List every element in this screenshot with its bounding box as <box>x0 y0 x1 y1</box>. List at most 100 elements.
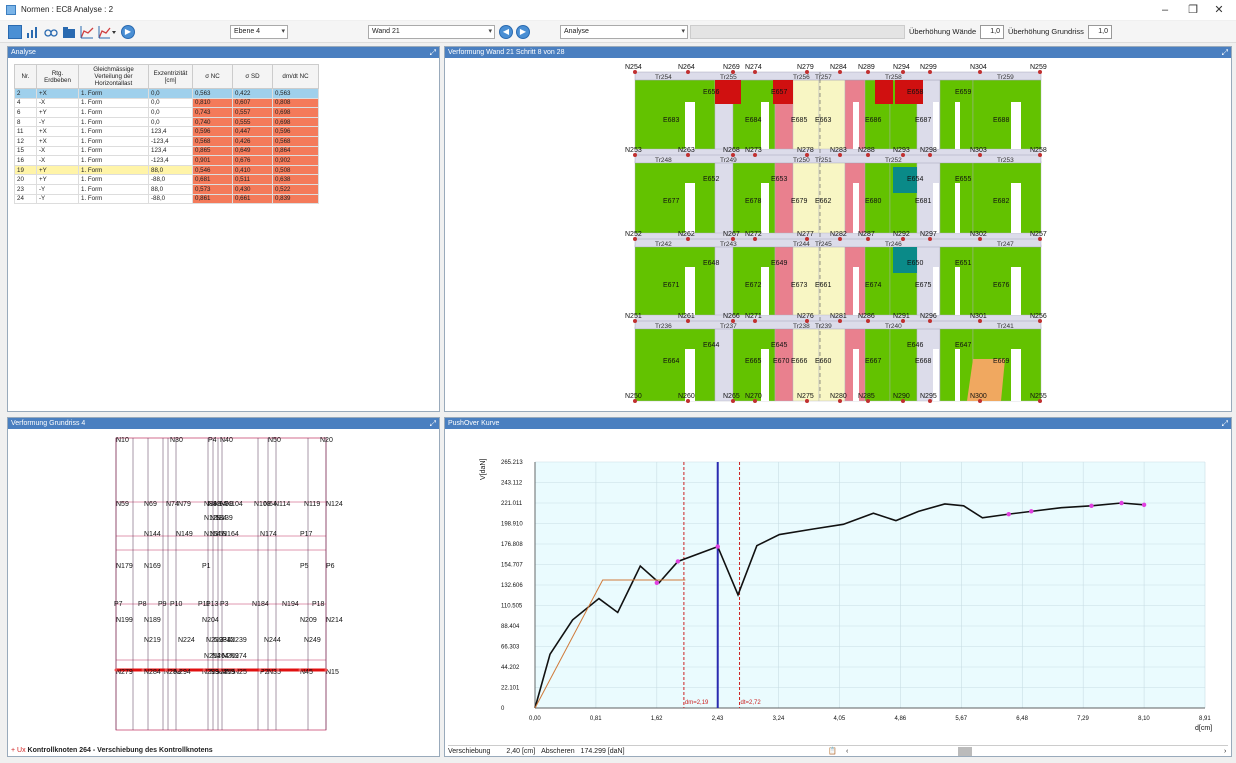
wall-truss-label: Tr243 <box>720 241 737 248</box>
table-row[interactable]: 4 -X 1. Form 0,0 0,810 0,607 0,808 <box>14 97 319 109</box>
floorplan-label: N274 <box>230 653 247 660</box>
expand-icon[interactable]: ⤢ <box>1221 419 1228 428</box>
glasses-icon[interactable] <box>44 25 58 39</box>
scrollbar-thumb[interactable] <box>958 747 972 756</box>
chart-icon[interactable] <box>26 25 40 39</box>
table-row[interactable]: 16 -X 1. Form -123,4 0,901 0,676 0,902 <box>14 155 319 166</box>
ueberhoehung-waende-input[interactable]: 1,0 <box>980 25 1004 39</box>
column-header[interactable]: Exzentrizität [cm] <box>148 64 193 89</box>
wall-element-label: E669 <box>993 358 1009 365</box>
ebene-select[interactable]: Ebene 4 ▾ <box>230 25 288 39</box>
wall-node-label: N300 <box>970 393 987 400</box>
table-cell-exz: -123,4 <box>148 135 193 147</box>
wall-element-label: E677 <box>663 198 679 205</box>
table-row[interactable]: 24 -Y 1. Form -88,0 0,861 0,661 0,839 <box>14 193 319 205</box>
wall-element <box>714 244 734 316</box>
table-row[interactable]: 8 -Y 1. Form 0,0 0,740 0,555 0,698 <box>14 116 319 128</box>
expand-icon[interactable]: ⤢ <box>429 48 436 57</box>
pushover-curve <box>534 502 1145 709</box>
wall-node <box>731 319 735 323</box>
wall-element-label: E644 <box>703 342 719 349</box>
wall-node <box>633 319 637 323</box>
wall-node <box>866 399 870 403</box>
table-cell-snc: 0,546 <box>192 164 233 176</box>
table-row[interactable]: 20 +Y 1. Form -88,0 0,681 0,511 0,638 <box>14 174 319 185</box>
wall-node <box>978 399 982 403</box>
scroll-right-icon[interactable]: › <box>1224 748 1227 755</box>
play-icon[interactable]: ▶ <box>121 25 135 39</box>
expand-icon[interactable]: ⤢ <box>1221 48 1228 57</box>
table-cell-exz: 0,0 <box>148 116 193 128</box>
wall-node <box>805 319 809 323</box>
wand-select[interactable]: Wand 21 ▾ <box>368 25 495 39</box>
table-row[interactable]: 19 +Y 1. Form 88,0 0,546 0,410 0,508 <box>14 164 319 176</box>
table-cell-rtg: +X <box>36 126 79 137</box>
wall-truss-label: Tr249 <box>720 157 737 164</box>
wall-truss-label: Tr248 <box>655 157 672 164</box>
maximize-button[interactable]: ❐ <box>1188 4 1198 16</box>
wall-element-label: E646 <box>907 342 923 349</box>
expand-icon[interactable]: ⤢ <box>429 419 436 428</box>
next-wall-button[interactable]: ▶ <box>516 25 530 39</box>
table-row[interactable]: 2 +X 1. Form 0,0 0,563 0,422 0,563 <box>14 88 319 99</box>
column-header[interactable]: σ SD <box>232 64 273 89</box>
analyse-select-value: Analyse <box>564 28 589 35</box>
table-row[interactable]: 23 -Y 1. Form 88,0 0,573 0,430 0,522 <box>14 183 319 195</box>
clipboard-icon[interactable]: 📋 <box>828 748 837 755</box>
wall-truss-label: Tr237 <box>720 323 737 330</box>
previous-wall-button[interactable]: ◀ <box>499 25 513 39</box>
wall-element-label: E663 <box>815 117 831 124</box>
y-tick-label: 22.101 <box>501 686 520 692</box>
pushover-dropdown-icon[interactable] <box>98 25 118 39</box>
table-cell-ssd: 0,607 <box>232 97 273 109</box>
table-cell-exz: 0,0 <box>148 97 193 109</box>
column-header[interactable]: Nr. <box>14 64 37 89</box>
x-tick-label: 4,05 <box>834 716 846 722</box>
x-tick-label: 8,91 <box>1199 716 1211 722</box>
table-cell-rtg: +X <box>36 135 79 147</box>
close-button[interactable]: ✕ <box>1214 4 1224 16</box>
wall-node <box>838 319 842 323</box>
table-row[interactable]: 11 +X 1. Form 123,4 0,596 0,447 0,596 <box>14 126 319 137</box>
wall-node <box>1038 237 1042 241</box>
wall-element-label: E649 <box>771 260 787 267</box>
wall-element-label: E659 <box>955 89 971 96</box>
column-header[interactable]: Gleichmässige Verteilung der Horizontall… <box>78 64 149 89</box>
open-file-icon[interactable] <box>8 25 22 39</box>
ueberhoehung-grundriss-input[interactable]: 1,0 <box>1088 25 1112 39</box>
column-header[interactable]: σ NC <box>192 64 233 89</box>
wall-node-label: N284 <box>830 64 847 71</box>
scroll-left-icon[interactable]: ‹ <box>846 748 849 755</box>
column-header[interactable]: dm/dt NC <box>272 64 319 89</box>
floorplan-view[interactable]: N10 N30 P4 N40 N50 N20 N59 N69 N74 N79 N84N89N94N9… <box>8 430 439 745</box>
x-tick-label: 4,86 <box>894 716 906 722</box>
wall-node-label: N292 <box>893 231 910 238</box>
table-row[interactable]: 15 -X 1. Form 123,4 0,865 0,649 0,864 <box>14 145 319 157</box>
pushover-panel-title: PushOver Kurve <box>448 420 500 427</box>
floorplan-label: N114 <box>274 501 290 508</box>
wall-element-label: E674 <box>865 282 881 289</box>
wall-node <box>753 153 757 157</box>
floorplan-label: N239 <box>230 637 247 644</box>
wall-element-label: E658 <box>907 89 923 96</box>
minimize-button[interactable]: – <box>1161 4 1169 16</box>
column-header[interactable]: Rtg. Erdbeben <box>36 64 79 89</box>
reference-line-label: dm=2,19 <box>685 700 709 706</box>
floorplan-label: N279 <box>116 669 133 676</box>
status-text: Kontrollknoten 264 - Verschiebung des Ko… <box>27 747 213 754</box>
x-tick-label: 5,67 <box>955 716 967 722</box>
table-row[interactable]: 12 +X 1. Form -123,4 0,568 0,426 0,568 <box>14 135 319 147</box>
wall-node-label: N258 <box>1030 147 1047 154</box>
wall-node-label: N274 <box>745 64 762 71</box>
pushover-icon[interactable] <box>80 25 94 39</box>
wall-element-label: E682 <box>993 198 1009 205</box>
wall-node-label: N303 <box>970 147 987 154</box>
pushover-chart[interactable]: 265.213 243.112 221.011 198.910 176.808 154.7… <box>445 430 1231 742</box>
table-row[interactable]: 6 +Y 1. Form 0,0 0,743 0,557 0,698 <box>14 107 319 118</box>
analyse-select[interactable]: Analyse ▾ <box>560 25 688 39</box>
wall-node <box>686 153 690 157</box>
folder-icon[interactable] <box>62 25 76 39</box>
wall-deformation-view[interactable]: N254 N264 N269 N274 N279 N284 N289 N294 N299 N304… <box>445 59 1231 412</box>
analysis-panel: Analyse ⤢ Nr. Rtg. Erdbeben Gleichmässige … <box>7 46 440 412</box>
wall-node-label: N286 <box>858 313 875 320</box>
